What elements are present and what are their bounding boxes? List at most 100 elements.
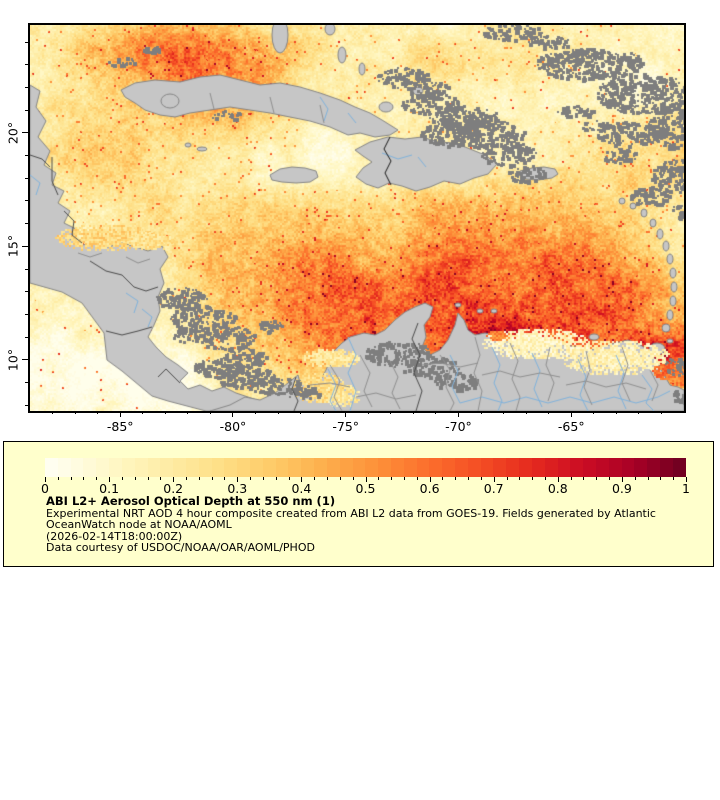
colorbar-minor-tick [519, 477, 521, 480]
x-axis-minor-tick [300, 411, 302, 414]
x-axis-tick-label: -70° [445, 419, 472, 434]
aod-map-canvas [30, 25, 684, 411]
colorbar-segment [660, 458, 673, 477]
y-axis-minor-tick [25, 155, 28, 157]
colorbar-major-tick [173, 477, 175, 482]
colorbar-segment [185, 458, 199, 477]
x-axis-minor-tick [322, 411, 324, 414]
x-axis-tick-label: -80° [219, 419, 247, 434]
colorbar-minor-tick [673, 477, 675, 480]
colorbar-segment [429, 458, 443, 477]
y-axis-minor-tick [25, 177, 28, 179]
colorbar-minor-tick [544, 477, 546, 480]
colorbar-minor-tick [262, 477, 264, 480]
x-axis-minor-tick [480, 411, 482, 414]
y-axis-minor-tick [25, 268, 28, 270]
legend-timestamp: (2026-02-14T18:00:00Z) [46, 529, 183, 543]
x-axis-minor-tick [660, 411, 662, 414]
x-axis-minor-tick [548, 411, 550, 414]
colorbar-minor-tick [160, 477, 162, 480]
colorbar-major-tick [365, 477, 367, 482]
y-axis-minor-tick [25, 86, 28, 88]
y-axis-minor-tick [25, 200, 28, 202]
colorbar-segment [621, 458, 635, 477]
x-axis-minor-tick [164, 411, 166, 414]
colorbar-segment [519, 458, 532, 477]
y-axis-minor-tick [25, 382, 28, 384]
colorbar-segment [416, 458, 430, 477]
colorbar-minor-tick [480, 477, 482, 480]
x-axis-major-tick [570, 411, 572, 417]
y-axis-minor-tick [25, 314, 28, 315]
colorbar-segment [57, 458, 71, 477]
legend-description-line: Experimental NRT AOD 4 hour composite cr… [46, 507, 656, 520]
colorbar-minor-tick [416, 477, 418, 480]
colorbar-segment [390, 458, 404, 477]
colorbar-minor-tick [57, 477, 59, 480]
colorbar-minor-tick [121, 477, 123, 480]
colorbar-segment [70, 458, 84, 477]
colorbar-segment [583, 458, 596, 477]
colorbar-segment [121, 458, 135, 477]
colorbar-minor-tick [506, 477, 508, 480]
colorbar-segment [378, 458, 391, 477]
colorbar-minor-tick [352, 477, 354, 480]
x-axis-major-tick [345, 411, 347, 417]
colorbar-minor-tick [468, 477, 470, 480]
colorbar-segment [288, 458, 302, 477]
colorbar-segment [262, 458, 276, 477]
colorbar-segment [442, 458, 455, 477]
y-axis-major-tick [22, 245, 28, 247]
x-axis-major-tick [232, 411, 234, 417]
colorbar-minor-tick [391, 477, 393, 480]
y-axis-minor-tick [25, 41, 28, 43]
colorbar-minor-tick [596, 477, 598, 480]
colorbar-segment [493, 458, 507, 477]
colorbar-segment [467, 458, 481, 477]
colorbar-tick-label: 0.8 [547, 481, 568, 496]
colorbar-segment [314, 458, 327, 477]
colorbar-minor-tick [583, 477, 585, 480]
y-axis-tick-label: 20° [5, 121, 21, 144]
x-axis-minor-tick [52, 411, 54, 414]
colorbar-segment [109, 458, 122, 477]
x-axis-minor-tick [593, 411, 595, 414]
colorbar-segment [83, 458, 97, 477]
colorbar-minor-tick [83, 477, 85, 480]
x-axis-major-tick [119, 411, 121, 417]
colorbar-minor-tick [275, 477, 277, 480]
colorbar-segment [224, 458, 238, 477]
colorbar-segment [365, 458, 379, 477]
colorbar-major-tick [237, 477, 239, 482]
colorbar-minor-tick [147, 477, 149, 480]
colorbar-segment [250, 458, 263, 477]
map-frame [28, 23, 686, 413]
colorbar-segment [544, 458, 558, 477]
colorbar-minor-tick [532, 477, 534, 480]
colorbar-tick-label: 0.1 [99, 481, 120, 496]
x-axis-tick-label: -65° [557, 419, 585, 434]
colorbar-segment [237, 458, 250, 477]
colorbar-segment [211, 458, 225, 477]
colorbar-segment [506, 458, 520, 477]
legend-box: 0 0.1 0.2 0.3 0.4 0.5 0.6 0.7 0.8 0.9 1 ABI L2+ Ae… [3, 441, 714, 567]
colorbar-minor-tick [660, 477, 662, 480]
x-axis-minor-tick [638, 411, 640, 414]
colorbar-major-tick [45, 477, 46, 482]
colorbar-major-tick [621, 477, 623, 482]
colorbar-tick-label: 0.6 [419, 481, 440, 496]
x-axis-tick-label: -85° [106, 419, 134, 434]
colorbar-minor-tick [455, 477, 457, 480]
y-axis-major-tick [22, 359, 28, 361]
colorbar-tick-label: 0 [41, 481, 49, 496]
colorbar-minor-tick [250, 477, 252, 480]
colorbar-minor-tick [403, 477, 405, 480]
x-axis-minor-tick [367, 411, 369, 414]
x-axis-minor-tick [97, 411, 99, 414]
colorbar-minor-tick [186, 477, 188, 480]
x-axis-minor-tick [435, 411, 437, 414]
colorbar-minor-tick [224, 477, 226, 480]
colorbar-minor-tick [211, 477, 213, 480]
colorbar-segment [96, 458, 110, 477]
colorbar-segment [672, 458, 686, 477]
